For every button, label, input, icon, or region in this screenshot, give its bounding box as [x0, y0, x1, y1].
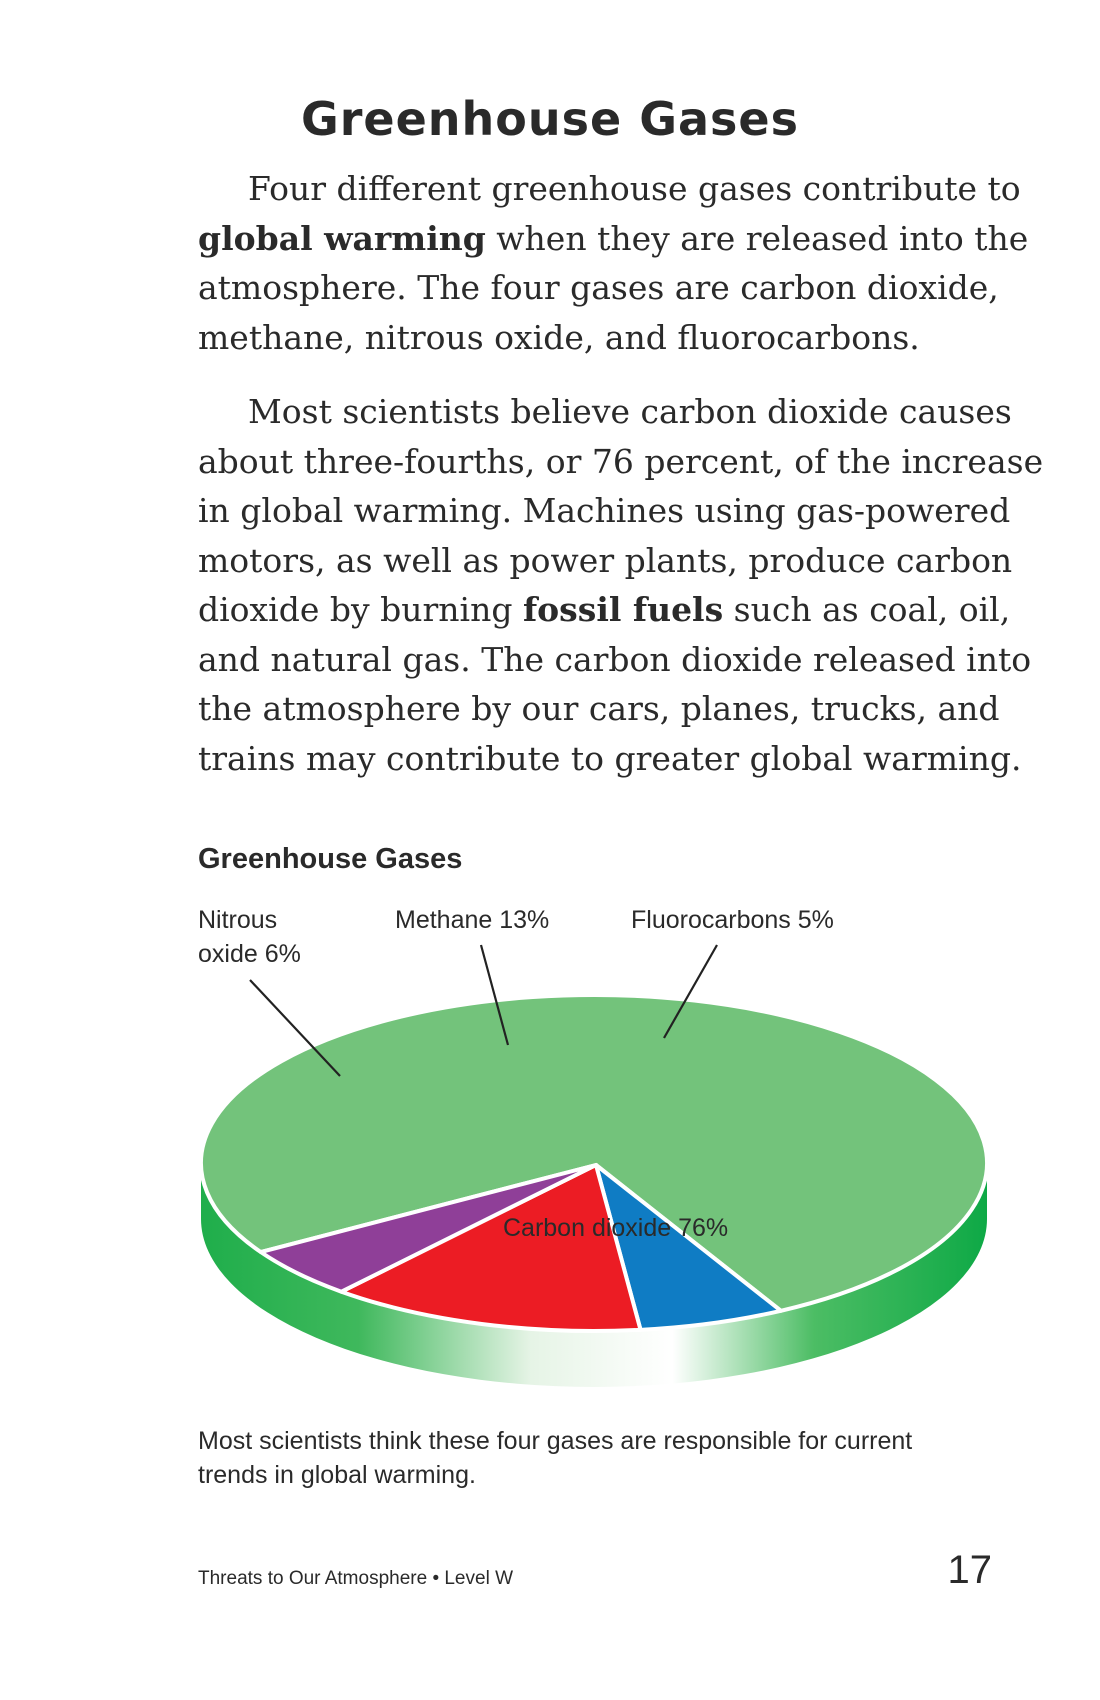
paragraph-line: methane, nitrous oxide, and fluorocarbon…	[198, 317, 920, 357]
slice-label: Nitrous	[198, 906, 277, 934]
caption-line: Most scientists think these four gases a…	[198, 1427, 913, 1455]
paragraph-1: Four different greenhouse gases contribu…	[198, 164, 1028, 362]
paragraph-line: trains may contribute to greater global …	[198, 738, 1022, 778]
page-number: 17	[947, 1548, 993, 1592]
chart-caption: Most scientists think these four gases a…	[198, 1424, 978, 1492]
paragraph-2: Most scientists believe carbon dioxide c…	[198, 387, 1044, 783]
slice-label: Carbon dioxide 76%	[503, 1214, 728, 1242]
slice-label: Methane 13%	[395, 906, 549, 934]
paragraph-line: and natural gas. The carbon dioxide rele…	[198, 639, 1032, 679]
paragraph-line: Four different greenhouse gases contribu…	[248, 169, 1021, 208]
paragraph-line: global warming when they are released in…	[198, 214, 1028, 264]
paragraph-text: when they are released into the	[485, 218, 1029, 258]
pie-slice-methane	[339, 1163, 643, 1334]
paragraph-line: dioxide by burning fossil fuels such as …	[198, 585, 1010, 635]
paragraph-text: dioxide by burning	[198, 590, 523, 629]
slice-label: oxide 6%	[198, 940, 301, 968]
paragraph-line: Most scientists believe carbon dioxide c…	[248, 392, 1012, 431]
pie-slice-carbon-dioxide	[199, 993, 989, 1313]
caption-line: trends in global warming.	[198, 1461, 476, 1489]
pie-slice-fluorocarbons	[258, 1163, 598, 1294]
slice-label: Fluorocarbons 5%	[631, 906, 834, 934]
leader-line	[249, 979, 341, 1077]
chart-title: Greenhouse Gases	[198, 843, 463, 875]
pie-slice-nitrous-oxide	[594, 1163, 783, 1332]
pie-side-wall	[201, 1163, 987, 1387]
paragraph-text: such as coal, oil,	[723, 590, 1011, 629]
paragraph-line: atmosphere. The four gases are carbon di…	[198, 268, 999, 307]
paragraph-line: in global warming. Machines using gas-po…	[198, 491, 1011, 530]
paragraph-line: motors, as well as power plants, produce…	[198, 540, 1013, 580]
leader-line	[663, 944, 718, 1039]
footer-text: Threats to Our Atmosphere • Level W	[198, 1568, 514, 1589]
leader-line	[479, 944, 510, 1046]
paragraph-line: the atmosphere by our cars, planes, truc…	[198, 689, 1000, 728]
bold-term: fossil fuels	[522, 590, 724, 629]
bold-term: global warming	[198, 218, 486, 258]
page-title: Greenhouse Gases	[300, 92, 800, 146]
paragraph-line: about three-fourths, or 76 percent, of t…	[198, 441, 1044, 481]
